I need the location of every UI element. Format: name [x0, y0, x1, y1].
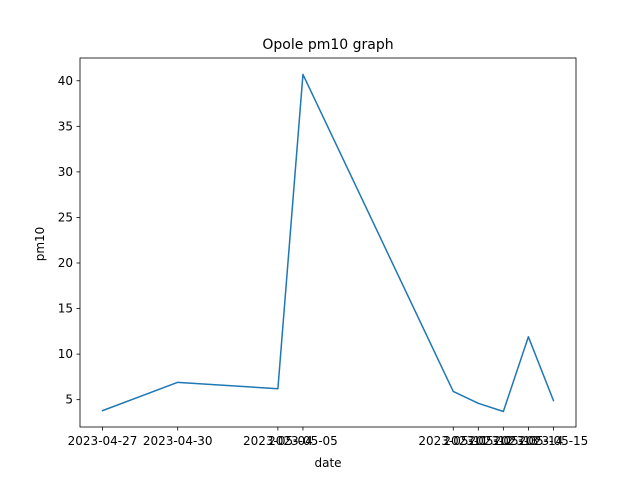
x-tick-label: 2023-05-12 [443, 434, 513, 448]
x-tick-label: 2023-05-15 [519, 434, 589, 448]
y-tick-label: 5 [65, 393, 73, 407]
series-line-0 [101, 73, 555, 413]
x-tick-label: 2023-04-30 [143, 434, 213, 448]
y-tick-label: 15 [58, 302, 73, 316]
y-tick-label: 10 [58, 347, 73, 361]
x-tick-label: 2023-05-14 [494, 434, 564, 448]
y-axis: 5 10 15 20 25 30 35 40 [58, 74, 80, 407]
y-tick-label: 20 [58, 256, 73, 270]
x-tick-label: 2023-05-04 [243, 434, 313, 448]
y-tick-label: 25 [58, 210, 73, 224]
x-tick-label: 2023-04-27 [68, 434, 138, 448]
plot-frame [79, 57, 577, 428]
y-tick-label: 30 [58, 165, 73, 179]
x-axis: 2023-04-27 2023-04-30 2023-05-042023-05-05… [68, 427, 589, 448]
x-tick-label: 2023-05-13 [468, 434, 538, 448]
chart-title: Opole pm10 graph [262, 37, 393, 53]
x-tick-label: 2023-05-11 [418, 434, 488, 448]
y-tick-label: 35 [58, 119, 73, 133]
x-tick-label: 2023-05-05 [268, 434, 338, 448]
y-axis-label: pm10 [33, 227, 47, 262]
y-tick-label: 40 [58, 74, 73, 88]
x-axis-label: date [314, 456, 341, 470]
plot-area [79, 57, 577, 428]
